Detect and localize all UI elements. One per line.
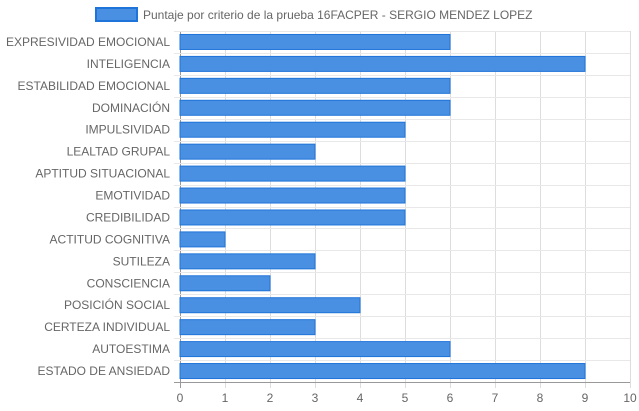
x-tick-label: 9: [582, 391, 589, 405]
bar-12[interactable]: [179, 275, 271, 292]
x-tick-label: 3: [312, 391, 319, 405]
category-label: DOMINACIÓN: [92, 100, 170, 115]
legend[interactable]: Puntaje por criterio de la prueba 16FACP…: [95, 7, 532, 22]
category-label: IMPULSIVIDAD: [85, 123, 170, 137]
category-labels: EXPRESIVIDAD EMOCIONAL INTELIGENCIA ESTABI…: [6, 35, 170, 378]
bar-2[interactable]: [179, 55, 586, 72]
bar-9[interactable]: [179, 209, 406, 226]
bar-3[interactable]: [179, 77, 451, 94]
bar-10[interactable]: [179, 231, 226, 248]
x-tick-label: 7: [492, 391, 499, 405]
bar-5[interactable]: [179, 121, 406, 138]
category-label: AUTOESTIMA: [92, 342, 170, 356]
x-tick-label: 4: [357, 391, 364, 405]
category-label: CONSCIENCIA: [87, 276, 170, 290]
bar-11[interactable]: [179, 253, 316, 270]
category-label: ACTITUD COGNITIVA: [50, 232, 170, 246]
x-tick-label: 0: [177, 391, 184, 405]
x-tick-label: 5: [402, 391, 409, 405]
category-label: ESTABILIDAD EMOCIONAL: [18, 79, 171, 93]
x-tick-label: 6: [447, 391, 454, 405]
category-label: APTITUD SITUACIONAL: [35, 167, 170, 181]
bar-1[interactable]: [179, 33, 451, 50]
category-label: ESTADO DE ANSIEDAD: [38, 364, 171, 378]
category-label: EXPRESIVIDAD EMOCIONAL: [6, 35, 170, 49]
category-label: SUTILEZA: [113, 254, 170, 268]
bar-15[interactable]: [179, 341, 451, 358]
legend-swatch[interactable]: [95, 7, 138, 22]
bars: [179, 33, 586, 380]
bar-16[interactable]: [179, 363, 586, 380]
category-label: POSICIÓN SOCIAL: [64, 297, 170, 312]
legend-label[interactable]: Puntaje por criterio de la prueba 16FACP…: [143, 8, 532, 22]
category-label: INTELIGENCIA: [87, 57, 170, 71]
x-tick-label: 8: [537, 391, 544, 405]
x-tick-label: 1: [222, 391, 229, 405]
category-label: EMOTIVIDAD: [95, 189, 170, 203]
bar-14[interactable]: [179, 319, 316, 336]
bar-13[interactable]: [179, 297, 361, 314]
bar-6[interactable]: [179, 143, 316, 160]
x-tick-label: 2: [267, 391, 274, 405]
category-label: CERTEZA INDIVIDUAL: [44, 320, 170, 334]
bar-7[interactable]: [179, 165, 406, 182]
bar-8[interactable]: [179, 187, 406, 204]
category-label: CREDIBILIDAD: [86, 210, 170, 224]
category-label: LEALTAD GRUPAL: [67, 145, 171, 159]
x-tick-label: 10: [623, 391, 637, 405]
x-tick-labels: 0 1 2 3 4 5 6 7 8 9 10: [177, 391, 637, 405]
bar-4[interactable]: [179, 99, 451, 116]
